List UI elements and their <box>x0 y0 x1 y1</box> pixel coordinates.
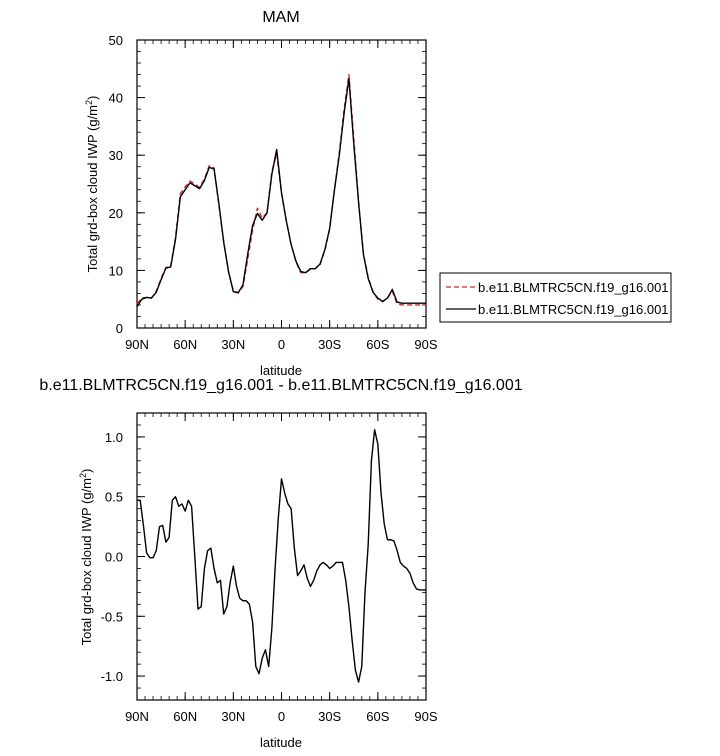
bottom-y-axis-label-close: ) <box>79 469 94 473</box>
bottom-series-lines <box>137 429 426 683</box>
top-y-axis-label-text: Total grd-box cloud IWP (g/m <box>85 105 100 272</box>
bottom-panel: b.e11.BLMTRC5CN.f19_g16.001 - b.e11.BLMT… <box>39 377 522 750</box>
bottom-y-axis-label: Total grd-box cloud IWP (g/m2) <box>78 469 94 646</box>
legend-box <box>439 272 672 323</box>
top-x-tick-label: 90S <box>414 337 437 352</box>
bottom-y-tick-label: -1.0 <box>101 669 123 684</box>
bottom-x-tick-label: 30S <box>318 709 341 724</box>
top-plot-frame <box>136 39 427 329</box>
legend-entry-2: b.e11.BLMTRC5CN.f19_g16.001 <box>478 302 669 317</box>
bottom-x-tick-label: 30N <box>221 709 245 724</box>
top-panel: MAM 90N 60N 30N 0 30S 60S 90S 0 10 20 30 40 50 latit… <box>84 9 672 378</box>
top-chart-title: MAM <box>262 9 299 26</box>
top-y-tick-label: 50 <box>109 33 123 48</box>
bottom-y-tick-label: 1.0 <box>105 430 123 445</box>
bottom-x-tick-label: 60N <box>173 709 197 724</box>
top-x-tick-label: 90N <box>125 337 149 352</box>
top-y-axis-label-superscript: 2 <box>84 100 94 105</box>
top-series-line-2 <box>136 77 426 308</box>
top-axis-ticks: 90N 60N 30N 0 30S 60S 90S 0 10 20 30 40 50 <box>109 33 438 352</box>
bottom-x-tick-label: 60S <box>366 709 389 724</box>
top-y-tick-label: 20 <box>109 206 123 221</box>
bottom-x-axis-label: latitude <box>260 735 302 750</box>
top-series-lines <box>136 73 426 308</box>
bottom-y-tick-label: -0.5 <box>101 609 123 624</box>
bottom-x-tick-label: 90N <box>125 709 149 724</box>
bottom-axis-ticks: 90N 60N 30N 0 30S 60S 90S 1.0 0.5 0.0 -0.5 -1.0 <box>101 412 438 724</box>
bottom-y-axis-label-superscript: 2 <box>78 473 88 478</box>
bottom-x-tick-label: 90S <box>414 709 437 724</box>
top-y-axis-label-close: ) <box>85 96 100 100</box>
bottom-y-axis-label-text: Total grd-box cloud IWP (g/m <box>79 478 94 645</box>
legend-entry-1: b.e11.BLMTRC5CN.f19_g16.001 <box>478 280 669 295</box>
bottom-plot-frame <box>136 412 427 701</box>
bottom-chart-title: b.e11.BLMTRC5CN.f19_g16.001 - b.e11.BLMT… <box>39 377 522 394</box>
top-y-tick-label: 40 <box>109 91 123 106</box>
top-y-tick-label: 30 <box>109 148 123 163</box>
top-x-tick-label: 30S <box>318 337 341 352</box>
top-legend: b.e11.BLMTRC5CN.f19_g16.001 b.e11.BLMTRC… <box>439 272 672 323</box>
bottom-series-line-1 <box>137 429 426 683</box>
top-y-axis-label: Total grd-box cloud IWP (g/m2) <box>84 96 100 273</box>
top-x-tick-label: 30N <box>221 337 245 352</box>
top-x-tick-label: 0 <box>278 337 285 352</box>
top-y-tick-label: 10 <box>109 263 123 278</box>
top-x-tick-label: 60N <box>173 337 197 352</box>
bottom-y-tick-label: 0.5 <box>105 490 123 505</box>
top-x-tick-label: 60S <box>366 337 389 352</box>
top-y-tick-label: 0 <box>116 321 123 336</box>
bottom-x-tick-label: 0 <box>278 709 285 724</box>
top-x-axis-label: latitude <box>260 363 302 378</box>
bottom-y-tick-label: 0.0 <box>105 550 123 565</box>
